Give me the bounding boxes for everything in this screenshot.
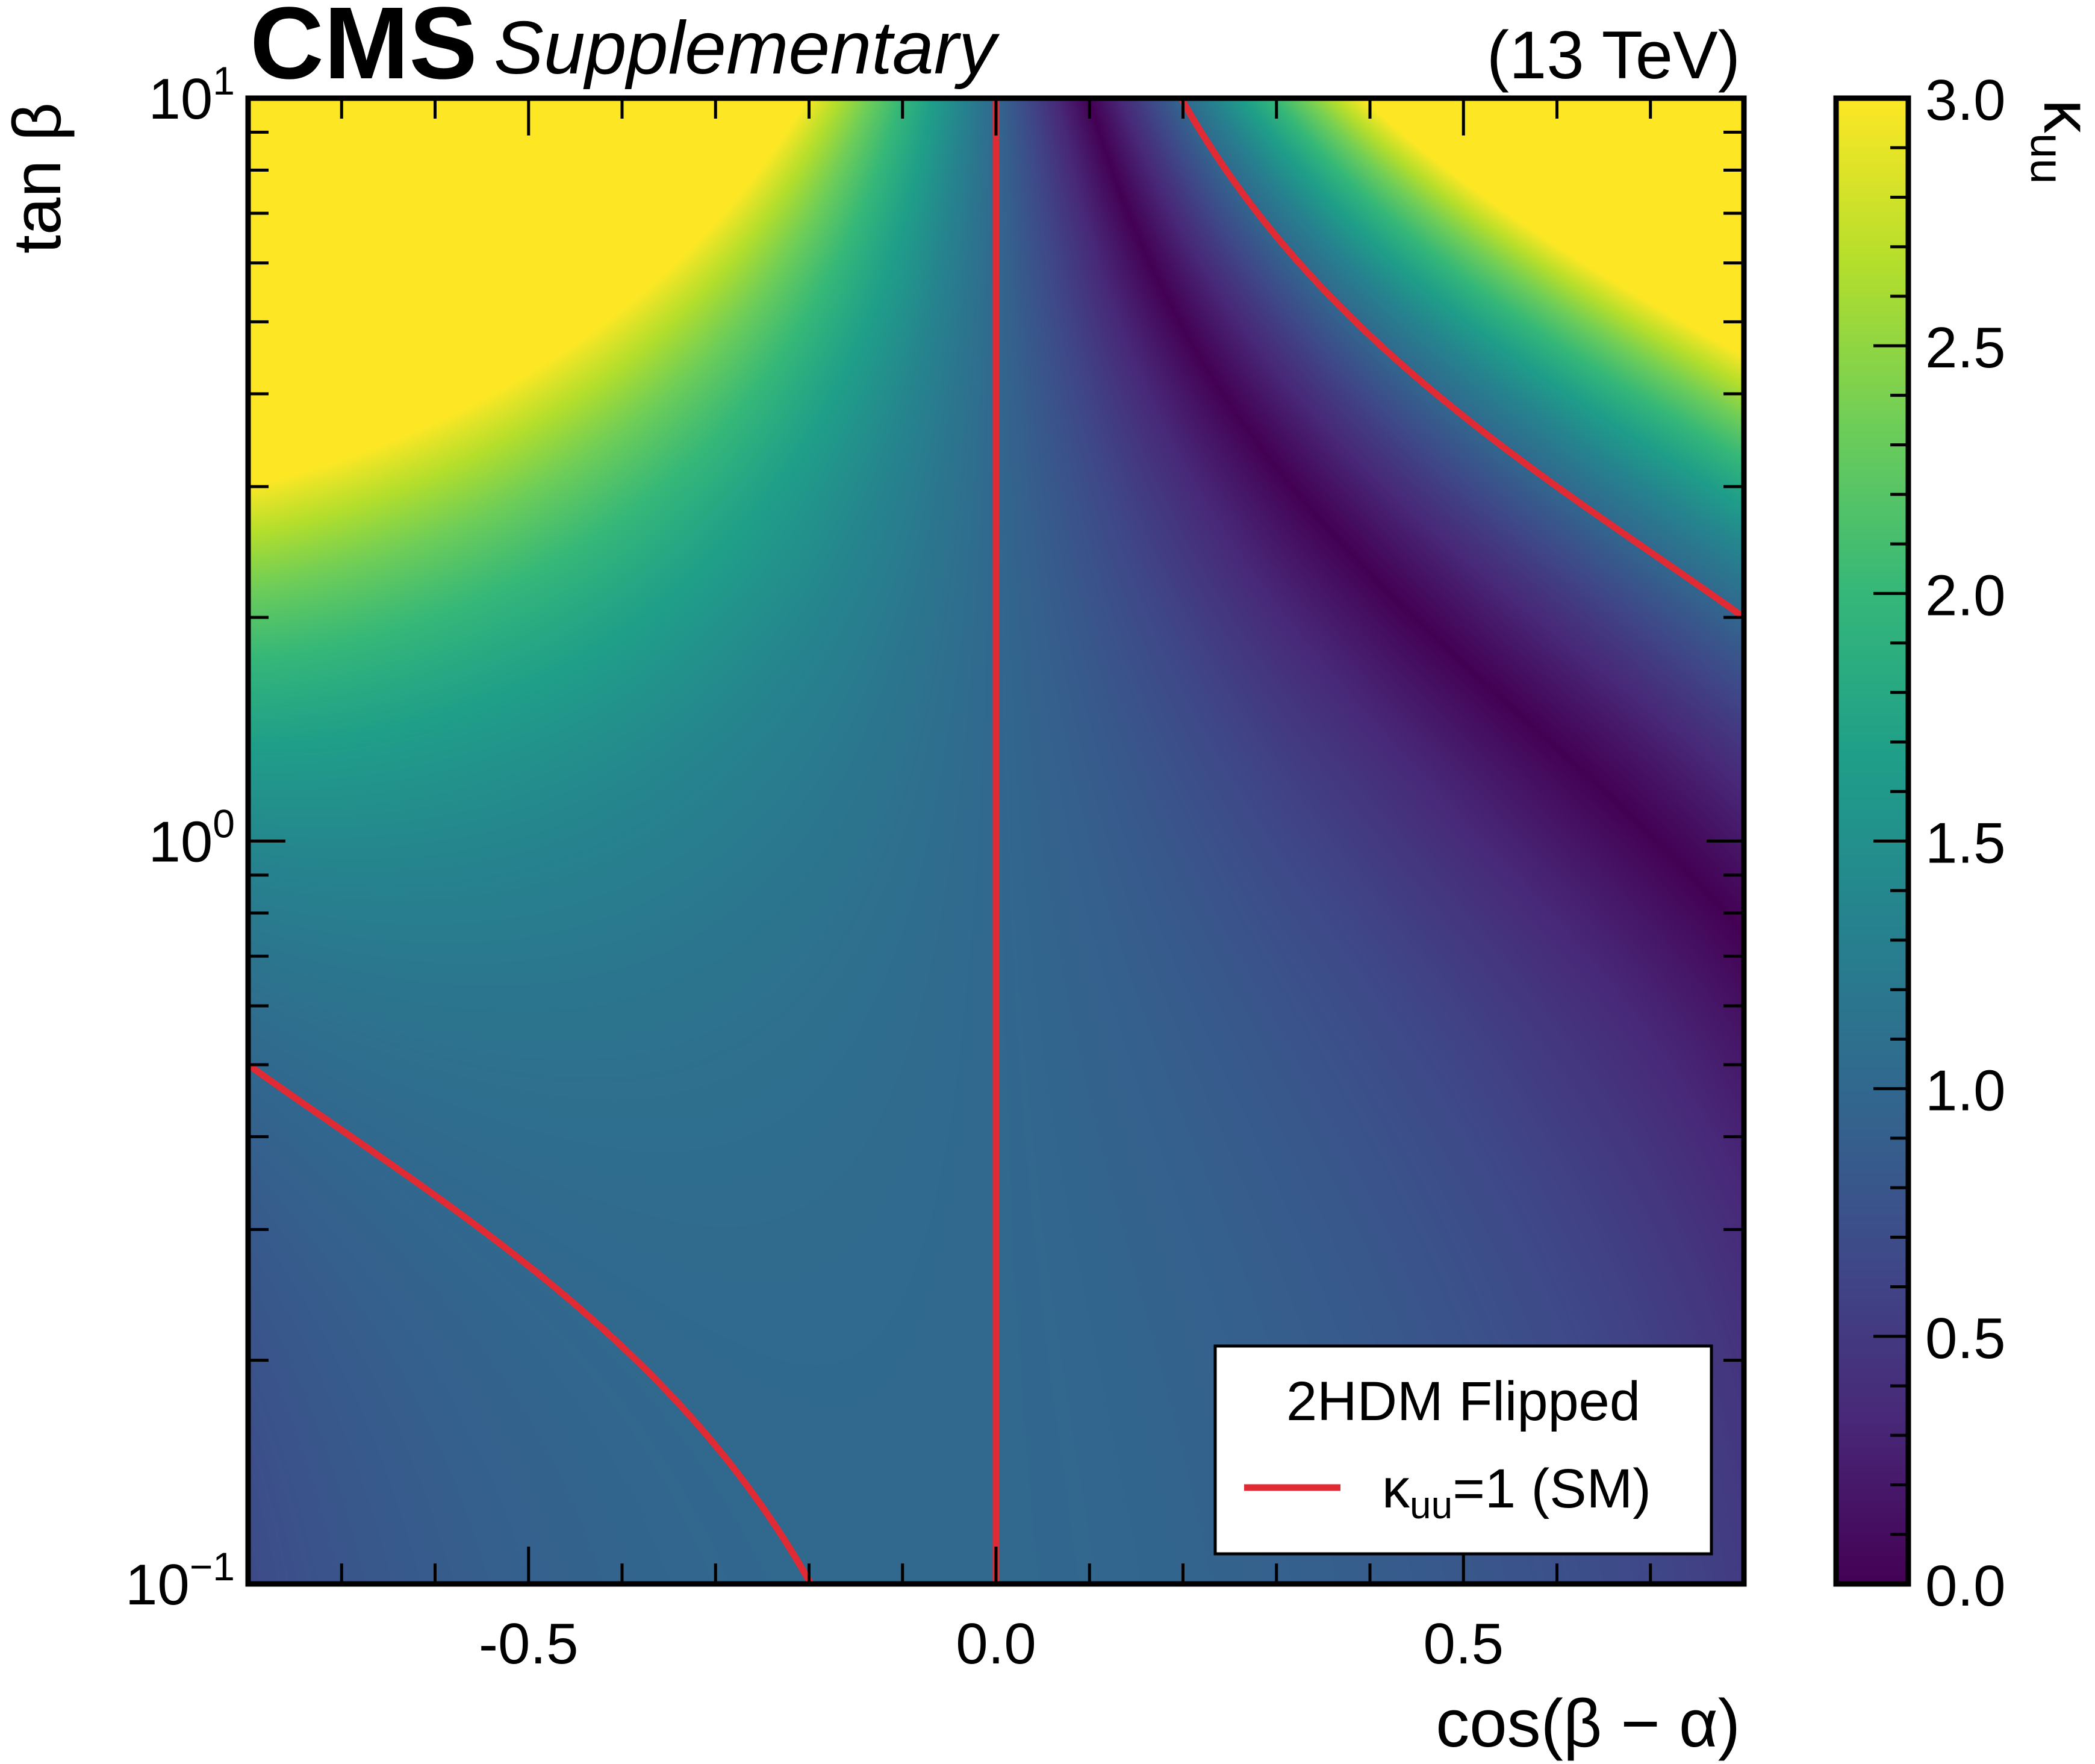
colorbar-tick-label: 0.0 bbox=[1925, 1554, 2005, 1618]
contour-line bbox=[246, 1062, 814, 1585]
colorbar-tick-label: 3.0 bbox=[1925, 68, 2005, 132]
colorbar: 0.0 0.5 1.0 1.5 2.0 2.5 3.0 κuu bbox=[1833, 68, 2095, 1618]
x-axis-ticks bbox=[246, 98, 1746, 1584]
x-axis-label: cos(β − α) bbox=[1436, 1686, 1740, 1761]
legend-entry-text: =1 (SM) bbox=[1452, 1458, 1651, 1519]
contour-line bbox=[1178, 97, 1746, 620]
y-tick-label: 100 bbox=[149, 802, 235, 874]
colorbar-ticks bbox=[1873, 96, 1908, 1586]
x-tick-label: 0.0 bbox=[956, 1612, 1036, 1676]
x-tick-label: -0.5 bbox=[479, 1612, 578, 1676]
y-axis-tick-labels: 10−1 100 101 bbox=[125, 58, 235, 1617]
y-tick-label: 101 bbox=[149, 58, 235, 131]
legend-entry-symbol: κ bbox=[1382, 1458, 1410, 1519]
legend-entry-subscript: uu bbox=[1410, 1483, 1452, 1527]
legend-entry-label: κuu=1 (SM) bbox=[1382, 1458, 1651, 1527]
colorbar-tick-label: 2.5 bbox=[1925, 316, 2005, 380]
y-axis-ticks bbox=[248, 96, 1744, 1586]
legend-box bbox=[1213, 1344, 1713, 1556]
colorbar-tick-labels: 0.0 0.5 1.0 1.5 2.0 2.5 3.0 bbox=[1925, 68, 2005, 1618]
y-axis-label: tan β bbox=[0, 102, 75, 254]
colorbar-label: κuu bbox=[2021, 99, 2095, 184]
energy-label: (13 TeV) bbox=[1487, 17, 1740, 93]
cms-label: CMS bbox=[250, 0, 478, 101]
legend-title: 2HDM Flipped bbox=[1286, 1371, 1640, 1432]
sm-contour bbox=[246, 97, 1746, 1585]
y-tick-label: 10−1 bbox=[125, 1544, 235, 1617]
legend: 2HDM Flipped κuu=1 (SM) bbox=[1213, 1344, 1713, 1556]
supplementary-label: Supplementary bbox=[494, 7, 1000, 90]
colorbar-label-symbol: κ bbox=[2030, 99, 2095, 134]
colorbar-tick-label: 0.5 bbox=[1925, 1306, 2005, 1371]
colorbar-tick-label: 2.0 bbox=[1925, 563, 2005, 628]
colorbar-tick-label: 1.0 bbox=[1925, 1059, 2005, 1123]
x-axis-tick-labels: -0.5 0.0 0.5 bbox=[479, 1612, 1504, 1676]
x-tick-label: 0.5 bbox=[1424, 1612, 1504, 1676]
colorbar-label-subscript: uu bbox=[2021, 133, 2072, 184]
colorbar-tick-label: 1.5 bbox=[1925, 811, 2005, 876]
